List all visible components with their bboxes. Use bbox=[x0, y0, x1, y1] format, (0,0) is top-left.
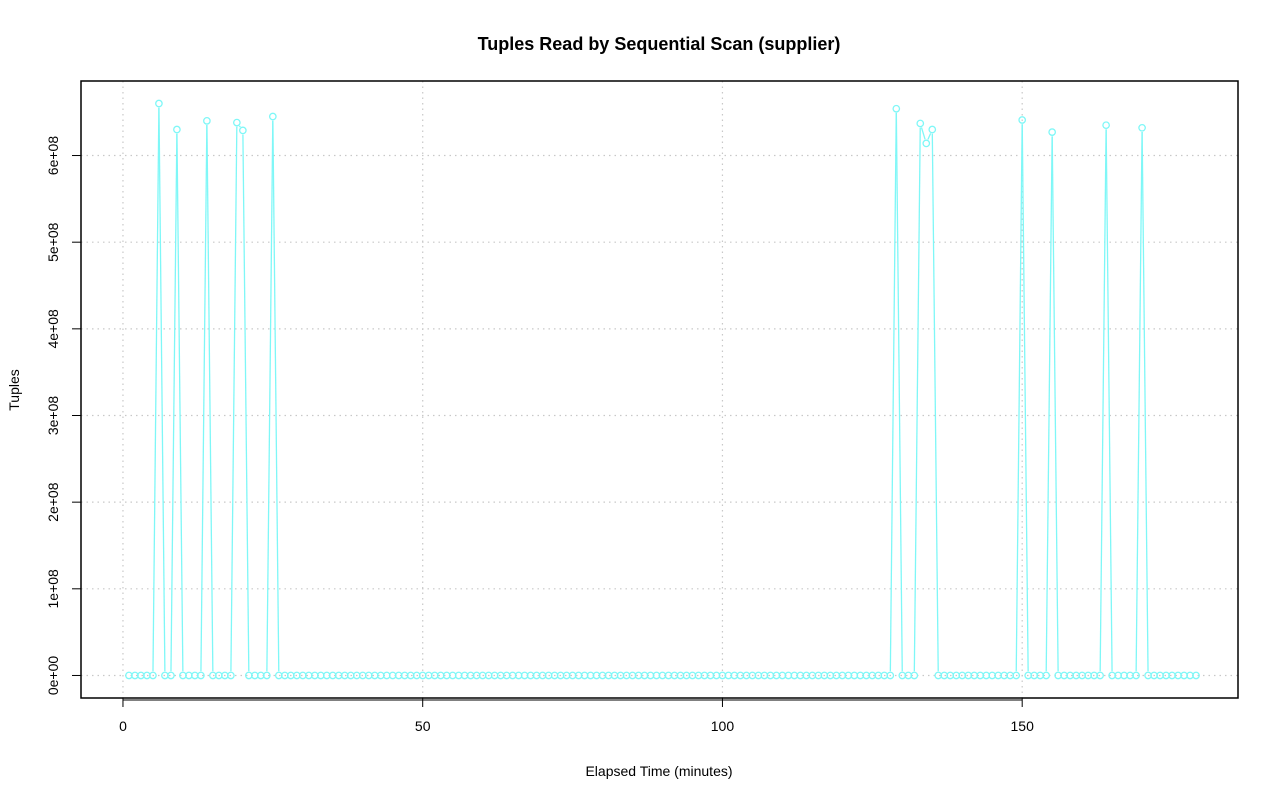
x-tick-label: 50 bbox=[415, 718, 431, 734]
series-segment bbox=[920, 127, 926, 140]
data-point bbox=[155, 99, 163, 108]
series-segment bbox=[889, 112, 897, 672]
chart-title: Tuples Read by Sequential Scan (supplier… bbox=[478, 34, 841, 54]
data-point bbox=[167, 671, 175, 680]
x-tick-label: 0 bbox=[119, 718, 127, 734]
series-segment bbox=[1099, 129, 1107, 672]
x-tick-label: 150 bbox=[1011, 718, 1035, 734]
series-segment bbox=[1045, 136, 1053, 672]
x-axis-label: Elapsed Time (minutes) bbox=[585, 763, 732, 779]
x-axis: 0 50 100 150 bbox=[119, 698, 1034, 734]
data-point bbox=[262, 671, 271, 680]
series-segment bbox=[1021, 124, 1029, 672]
y-axis-label: Tuples bbox=[6, 369, 22, 411]
series-segment bbox=[206, 125, 214, 672]
series-segment bbox=[272, 120, 280, 672]
data-point bbox=[233, 118, 241, 127]
data-point bbox=[886, 671, 895, 680]
grid bbox=[81, 81, 1238, 698]
data-point bbox=[1012, 671, 1021, 680]
data-point bbox=[197, 671, 205, 680]
series-tuples bbox=[125, 99, 1200, 680]
data-point bbox=[239, 126, 247, 135]
data-point bbox=[916, 119, 925, 128]
plot-frame bbox=[80, 80, 1239, 699]
y-tick-label: 1e+08 bbox=[45, 569, 61, 609]
series-segment bbox=[170, 133, 178, 672]
series-segment bbox=[158, 107, 166, 672]
y-tick-label: 4e+08 bbox=[45, 309, 61, 349]
data-point bbox=[910, 671, 919, 680]
data-point bbox=[892, 104, 901, 113]
series-segment bbox=[931, 133, 939, 672]
series-segment bbox=[200, 125, 208, 672]
series-segment bbox=[266, 120, 274, 672]
y-tick-label: 0e+00 bbox=[45, 656, 61, 696]
data-point bbox=[203, 117, 211, 125]
data-point bbox=[1048, 128, 1057, 136]
series-segment bbox=[1135, 131, 1143, 672]
series-segment bbox=[230, 126, 238, 672]
series-segment bbox=[238, 125, 241, 128]
data-point bbox=[268, 112, 277, 121]
series-segment bbox=[1051, 136, 1059, 672]
data-point bbox=[1102, 121, 1110, 130]
data-point bbox=[1132, 671, 1140, 680]
series-segment bbox=[895, 112, 903, 672]
y-tick-label: 3e+08 bbox=[45, 396, 61, 436]
data-point bbox=[922, 139, 931, 148]
x-tick-label: 100 bbox=[711, 718, 735, 734]
data-point bbox=[1018, 116, 1027, 124]
y-tick-label: 5e+08 bbox=[45, 222, 61, 262]
data-point bbox=[149, 671, 157, 680]
series-segment bbox=[242, 134, 250, 672]
series-segment bbox=[913, 127, 921, 672]
y-tick-label: 6e+08 bbox=[45, 136, 61, 176]
series-segment bbox=[176, 133, 184, 672]
data-point bbox=[1138, 123, 1146, 132]
series-segment bbox=[927, 133, 932, 140]
series-segment bbox=[152, 107, 160, 672]
y-tick-label: 2e+08 bbox=[45, 482, 61, 522]
data-point bbox=[173, 125, 181, 134]
y-axis: 0e+00 1e+08 2e+08 3e+08 4e+08 5e+08 6e+08 bbox=[45, 136, 81, 695]
series-segment bbox=[1015, 124, 1023, 672]
data-point bbox=[928, 125, 937, 134]
data-point bbox=[1096, 671, 1104, 680]
data-point bbox=[227, 671, 235, 680]
data-point bbox=[1192, 671, 1200, 680]
data-point bbox=[1042, 671, 1051, 680]
series-segment bbox=[1105, 129, 1113, 672]
series-segment bbox=[1141, 131, 1149, 672]
